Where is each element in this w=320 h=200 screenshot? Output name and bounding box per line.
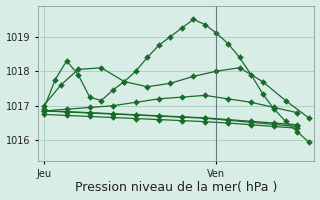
- X-axis label: Pression niveau de la mer( hPa ): Pression niveau de la mer( hPa ): [75, 181, 277, 194]
